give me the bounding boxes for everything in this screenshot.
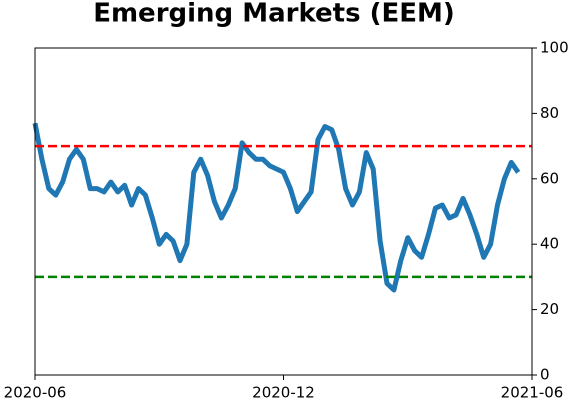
x-tick-label: 2021-06 bbox=[501, 384, 564, 402]
y-tick-label: 60 bbox=[540, 169, 559, 187]
plot-frame bbox=[34, 47, 533, 376]
chart-title: Emerging Markets (EEM) bbox=[93, 0, 455, 29]
y-tick-label: 80 bbox=[540, 104, 559, 122]
y-tick-label: 0 bbox=[540, 366, 550, 384]
y-tick-label: 20 bbox=[540, 300, 559, 318]
y-tick-label: 100 bbox=[540, 39, 569, 57]
x-tick-label: 2020-06 bbox=[4, 384, 67, 402]
data-line bbox=[32, 122, 521, 293]
x-tick-label: 2020-12 bbox=[252, 384, 315, 402]
y-tick-label: 40 bbox=[540, 235, 559, 253]
